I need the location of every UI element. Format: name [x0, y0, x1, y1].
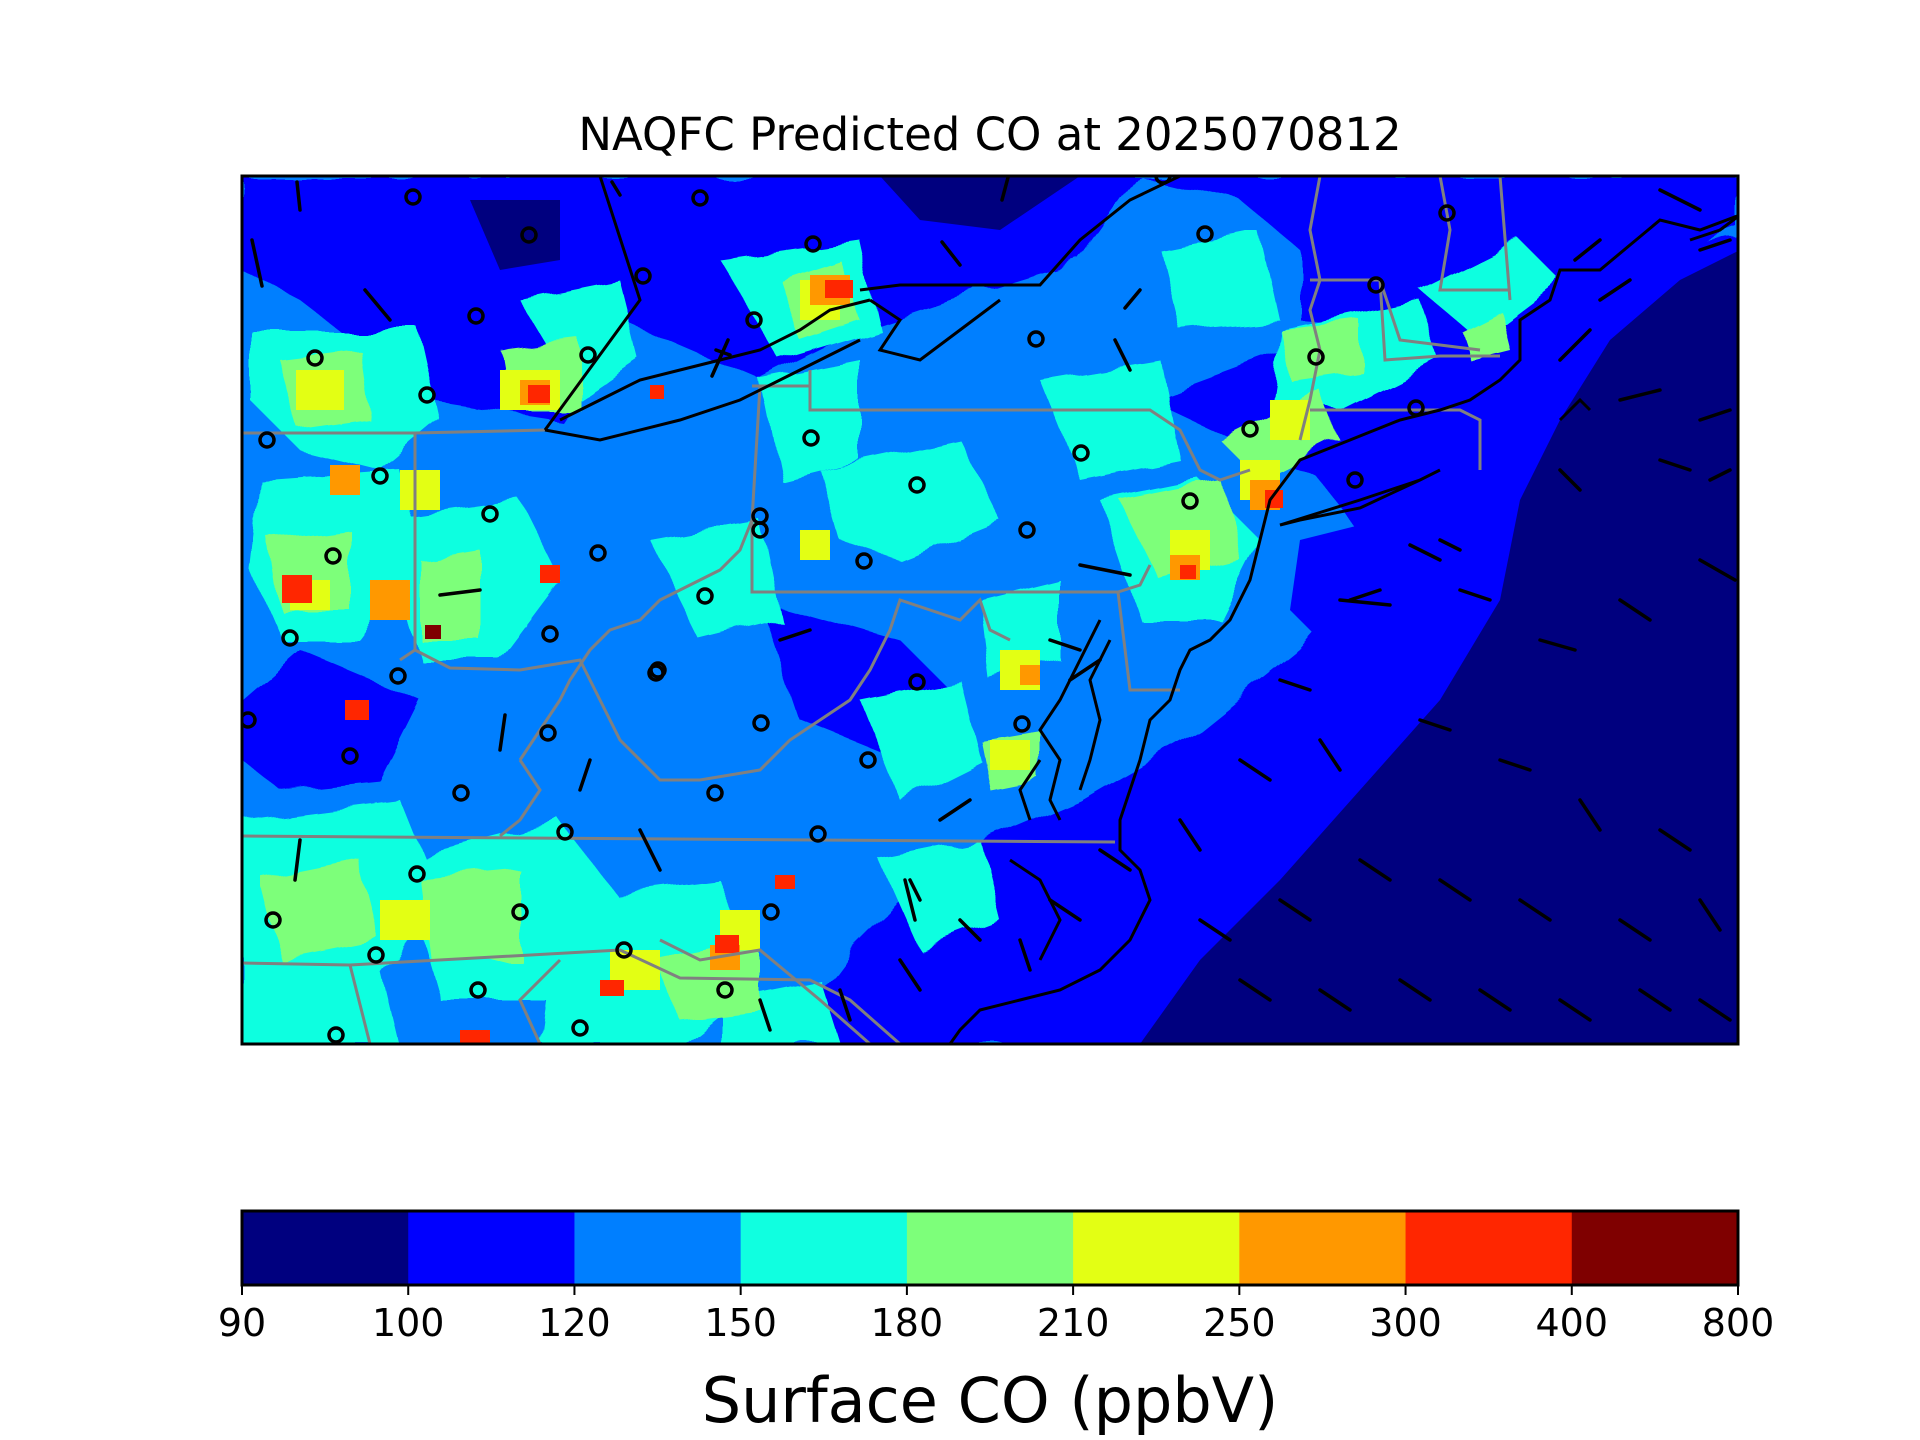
colorbar-swatch-8: [1571, 1211, 1739, 1285]
colorbar-tick-label: 100: [372, 1301, 445, 1345]
co-300-400-regions: [282, 280, 1283, 1044]
colorbar-frame: [240, 1209, 1740, 1287]
colorbar-swatch-6: [1239, 1211, 1407, 1285]
map-title: NAQFC Predicted CO at 2025070812: [578, 108, 1401, 161]
colorbar-tick-label: 150: [704, 1301, 777, 1345]
colorbar-swatch-2: [574, 1211, 742, 1285]
colorbar-tick-label: 210: [1037, 1301, 1110, 1345]
co-90-100-ocean: [470, 176, 1738, 1044]
colorbar-swatch-5: [1073, 1211, 1240, 1285]
station-markers: [242, 176, 1456, 1044]
map-panel: [242, 176, 1738, 1044]
colorbar-swatch-3: [740, 1211, 908, 1285]
frontal-lines: [543, 176, 1181, 442]
co-400-800-regions: [425, 625, 441, 639]
colorbar-tick-label: 400: [1536, 1301, 1609, 1345]
colorbar-tick-label: 250: [1203, 1301, 1276, 1345]
colorbar-tick-label: 300: [1369, 1301, 1442, 1345]
colorbar-swatch-0: [242, 1211, 409, 1285]
colorbar: [242, 1211, 1739, 1285]
colorbar-tick-label: 90: [218, 1301, 266, 1345]
colorbar-ticks: 90 100 120 150 180 210 250 300 400 800: [218, 1285, 1774, 1345]
colorbar-swatch-4: [906, 1211, 1074, 1285]
state-borders: [242, 176, 1512, 1044]
colorbar-swatch-7: [1405, 1211, 1573, 1285]
colorbar-tick-label: 180: [871, 1301, 944, 1345]
wind-barbs: [250, 176, 1737, 1032]
colorbar-label: Surface CO (ppbV): [702, 1364, 1279, 1437]
colorbar-swatch-1: [408, 1211, 575, 1285]
colorbar-tick-label: 120: [538, 1301, 611, 1345]
colorbar-tick-label: 800: [1702, 1301, 1775, 1345]
map-frame: [240, 174, 1740, 1046]
